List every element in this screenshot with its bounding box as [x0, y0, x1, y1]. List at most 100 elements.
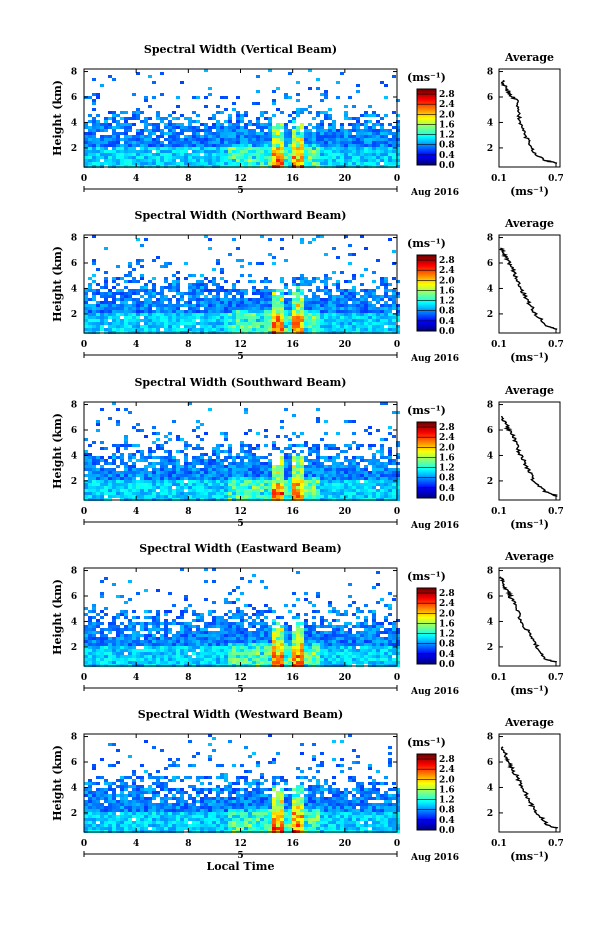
- colorbar-swatch: [417, 141, 436, 144]
- y-tick-label: 6: [71, 592, 77, 602]
- colorbar: [417, 89, 436, 166]
- colorbar-swatch: [417, 295, 436, 298]
- average-profile-line: [498, 247, 558, 330]
- x-tick-label: 12: [234, 839, 247, 849]
- x-axis-label: Local Time: [207, 860, 275, 873]
- colorbar-swatch: [417, 442, 436, 445]
- colorbar-swatch: [417, 614, 436, 617]
- colorbar-swatch: [417, 327, 436, 330]
- x-tick-label: 16: [286, 839, 299, 849]
- colorbar-swatch: [417, 790, 436, 793]
- colorbar-swatch: [417, 119, 436, 122]
- colorbar-tick-label: 2.8: [439, 589, 455, 599]
- colorbar-swatch: [417, 458, 436, 461]
- colorbar-tick-label: 2.4: [439, 599, 455, 609]
- date-label: Aug 2016: [410, 687, 459, 697]
- date-marker: 5: [237, 685, 243, 695]
- colorbar-tick-label: 0.0: [439, 161, 455, 171]
- panel-title: Spectral Width (Northward Beam): [135, 209, 347, 222]
- colorbar-swatch: [417, 424, 436, 427]
- colorbar-tick-label: 1.2: [439, 796, 455, 806]
- colorbar-swatch: [417, 430, 436, 433]
- colorbar-unit: (ms⁻¹): [407, 71, 446, 84]
- y-tick-label: 4: [71, 451, 77, 461]
- colorbar-swatch: [417, 784, 436, 787]
- colorbar-swatch: [417, 139, 436, 142]
- colorbar-swatch: [417, 434, 436, 437]
- colorbar-swatch: [417, 770, 436, 773]
- average-y-tick-label: 6: [487, 426, 493, 436]
- colorbar-swatch: [417, 317, 436, 320]
- colorbar-swatch: [417, 626, 436, 629]
- panel-1: Spectral Width (Northward Beam) 2 4 6 8 0 4 8 12…: [51, 209, 564, 364]
- x-tick-label: 0: [394, 839, 400, 849]
- average-y-tick-label: 2: [487, 643, 493, 653]
- x-tick-label: 0: [81, 839, 87, 849]
- colorbar-unit: (ms⁻¹): [407, 736, 446, 749]
- colorbar-swatch: [417, 454, 436, 457]
- date-label: Aug 2016: [410, 188, 459, 198]
- colorbar-swatch: [417, 618, 436, 621]
- x-tick-label: 0: [394, 673, 400, 683]
- colorbar-swatch: [417, 121, 436, 124]
- date-marker: 5: [237, 186, 243, 196]
- colorbar-swatch: [417, 311, 436, 314]
- colorbar-swatch: [417, 642, 436, 645]
- average-x-label: (ms⁻¹): [510, 850, 549, 863]
- colorbar-swatch: [417, 780, 436, 783]
- x-tick-label: 8: [185, 507, 191, 517]
- panel-3: Spectral Width (Eastward Beam) 2 4 6 8 0 4 8 12 1…: [51, 542, 564, 697]
- average-frame: [498, 567, 561, 667]
- colorbar-swatch: [417, 634, 436, 637]
- colorbar-swatch: [417, 303, 436, 306]
- colorbar-swatch: [417, 281, 436, 284]
- y-tick-label: 4: [71, 118, 77, 128]
- y-axis-label: Height (km): [51, 246, 64, 322]
- date-label: Aug 2016: [410, 354, 459, 364]
- colorbar-swatch: [417, 285, 436, 288]
- x-tick-label: 4: [133, 174, 139, 184]
- colorbar-swatch: [417, 101, 436, 104]
- colorbar-unit: (ms⁻¹): [407, 570, 446, 583]
- colorbar-swatch: [417, 125, 436, 128]
- colorbar-swatch: [417, 782, 436, 785]
- colorbar: [417, 255, 436, 332]
- colorbar-swatch: [417, 756, 436, 759]
- x-tick-label: 12: [234, 340, 247, 350]
- colorbar-swatch: [417, 594, 436, 597]
- y-tick-label: 6: [71, 93, 77, 103]
- date-label: Aug 2016: [410, 853, 459, 863]
- y-tick-label: 6: [71, 426, 77, 436]
- x-tick-label: 20: [339, 673, 352, 683]
- y-tick-label: 8: [71, 567, 77, 577]
- average-y-tick-label: 8: [487, 401, 493, 411]
- heatmap-cells: [84, 568, 400, 667]
- average-y-tick-label: 4: [487, 284, 493, 294]
- y-tick-label: 8: [71, 68, 77, 78]
- y-axis-label: Height (km): [51, 413, 64, 489]
- colorbar-swatch: [417, 486, 436, 489]
- average-y-tick-label: 6: [487, 758, 493, 768]
- colorbar-tick-label: 2.8: [439, 755, 455, 765]
- colorbar-unit: (ms⁻¹): [407, 237, 446, 250]
- date-label: Aug 2016: [410, 521, 459, 531]
- colorbar-swatch: [417, 608, 436, 611]
- y-tick-label: 6: [71, 259, 77, 269]
- colorbar-swatch: [417, 161, 436, 164]
- colorbar-swatch: [417, 275, 436, 278]
- colorbar-tick-label: 2.0: [439, 443, 455, 453]
- x-tick-label: 4: [133, 340, 139, 350]
- date-marker: 5: [237, 352, 243, 362]
- average-frame: [498, 68, 561, 168]
- colorbar-swatch: [417, 432, 436, 435]
- colorbar-swatch: [417, 490, 436, 493]
- colorbar-swatch: [417, 147, 436, 150]
- colorbar-swatch: [417, 109, 436, 112]
- colorbar-swatch: [417, 99, 436, 102]
- colorbar-swatch: [417, 261, 436, 264]
- colorbar-swatch: [417, 648, 436, 651]
- colorbar-swatch: [417, 267, 436, 270]
- average-profile-line: [500, 746, 559, 829]
- colorbar-tick-label: 1.6: [439, 785, 455, 795]
- colorbar-swatch: [417, 496, 436, 499]
